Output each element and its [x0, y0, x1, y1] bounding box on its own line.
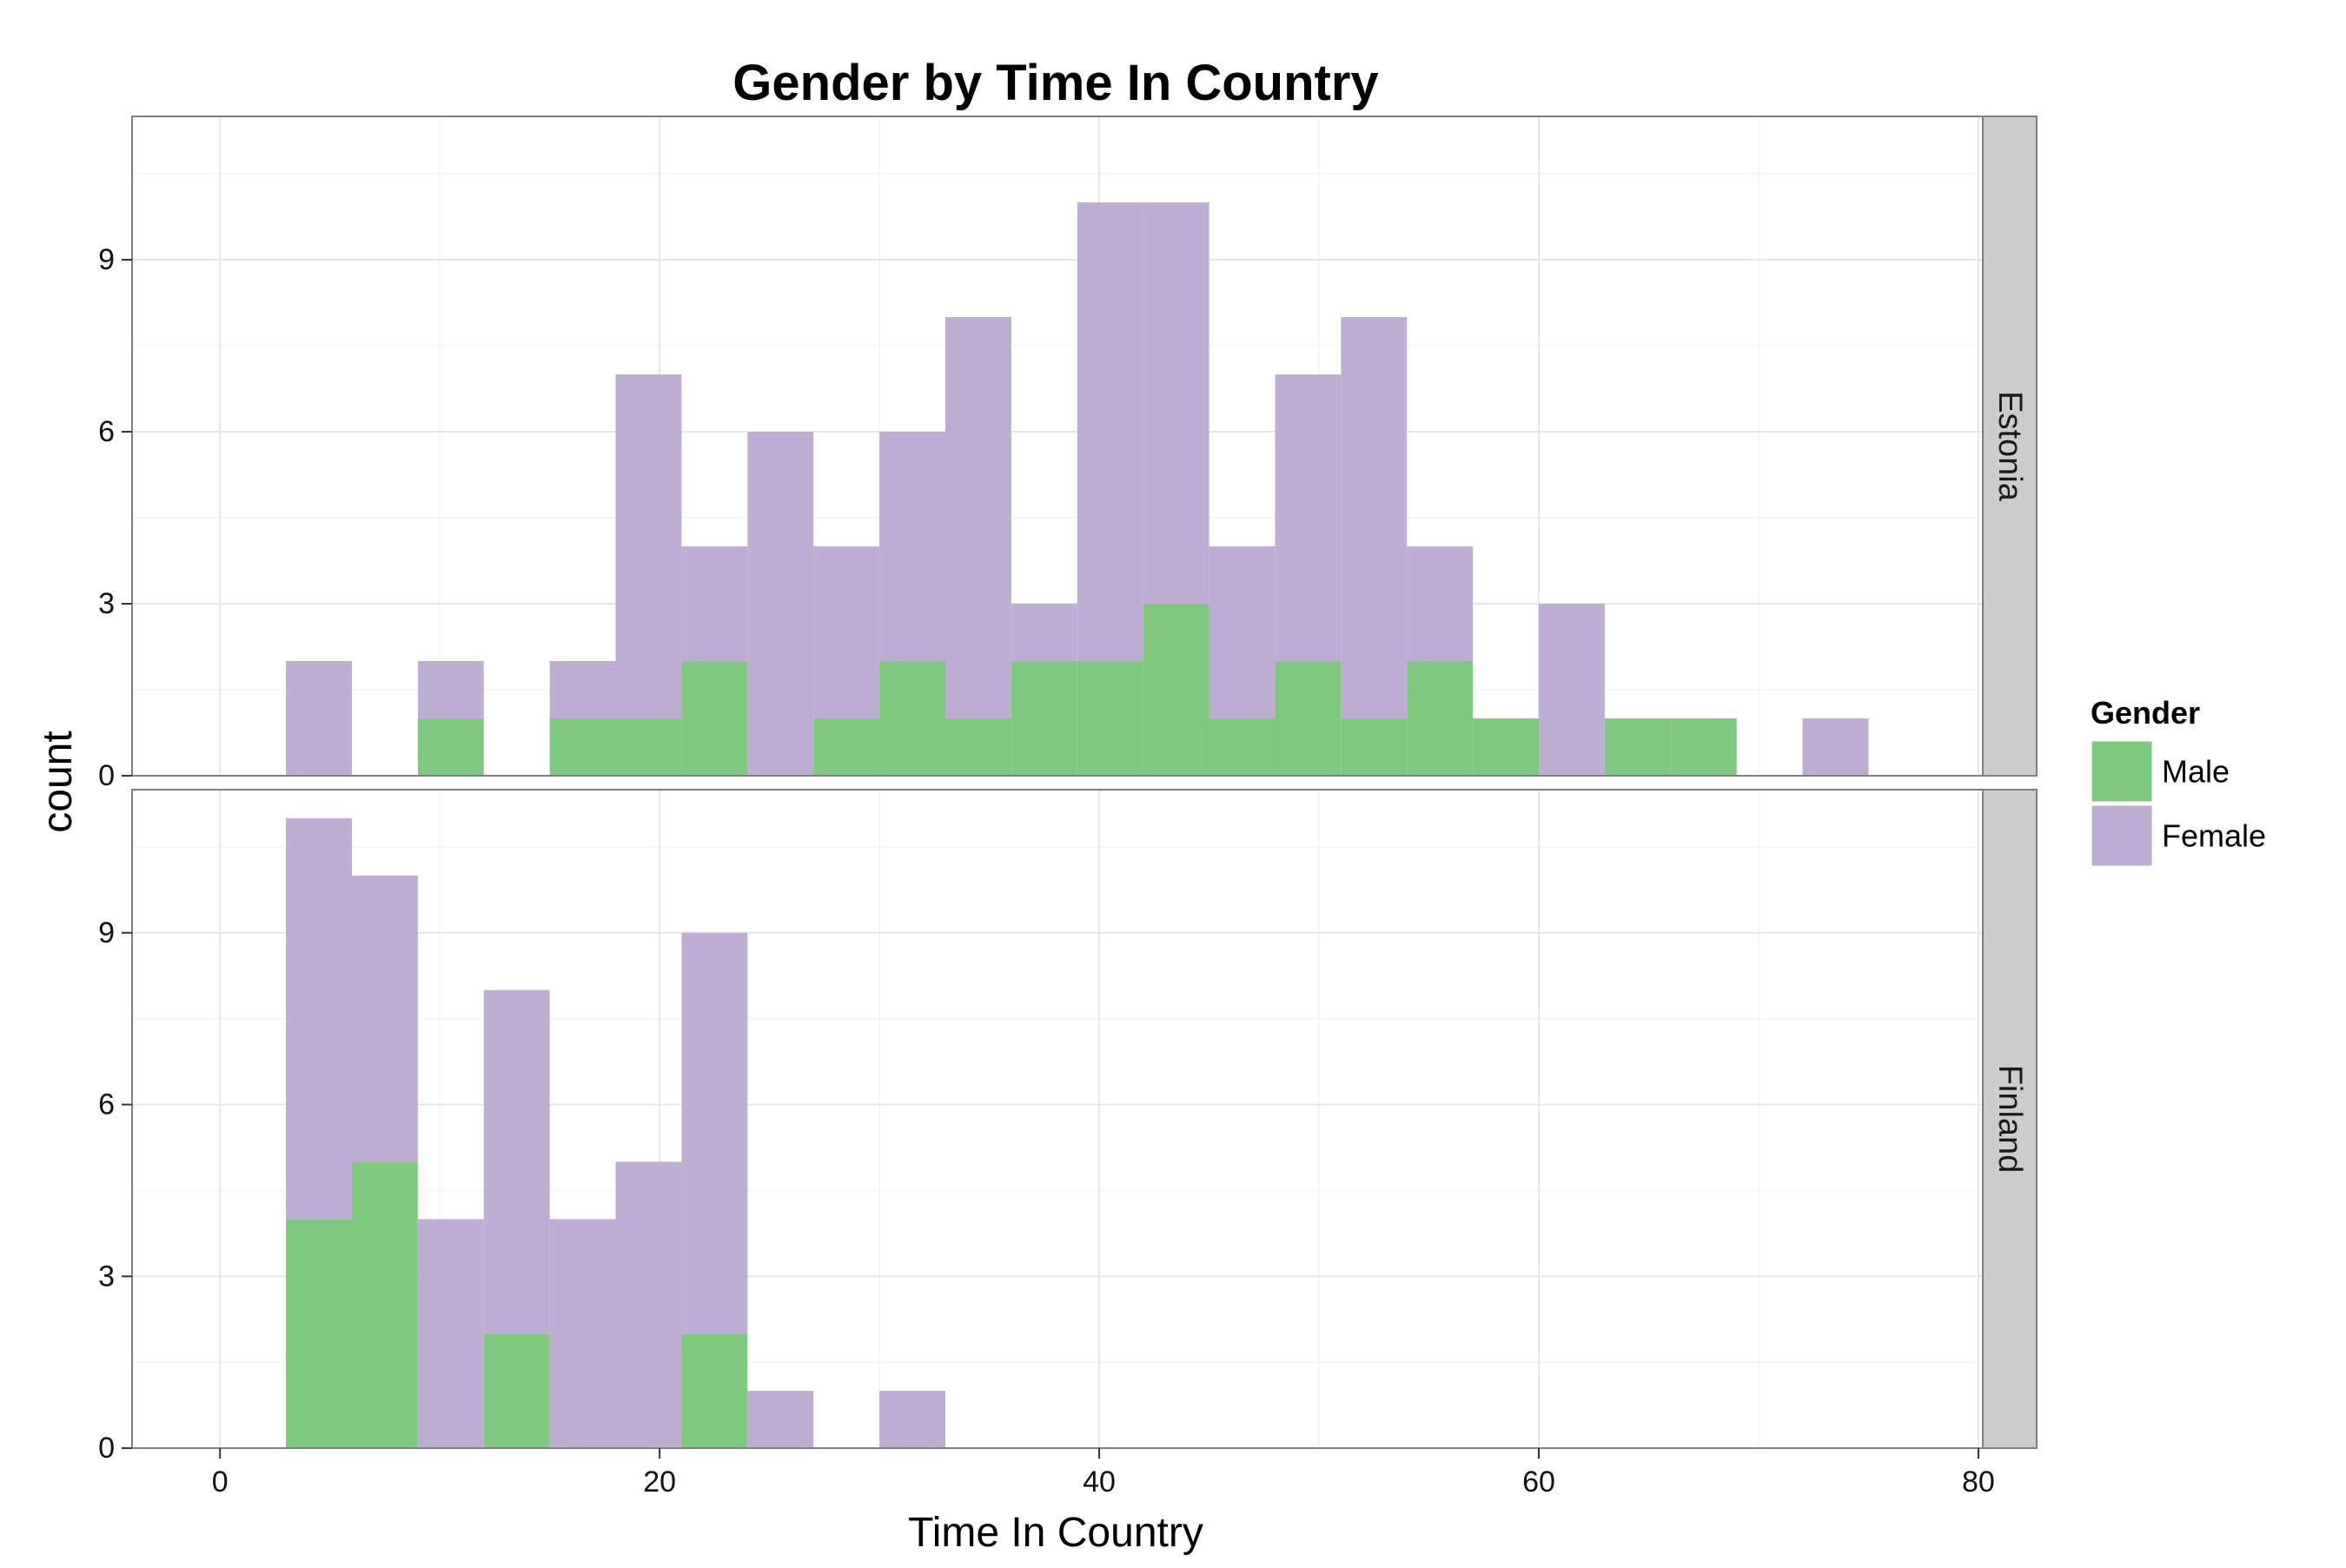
- bar-female: [944, 317, 1011, 718]
- legend: Gender Male Female: [2089, 695, 2266, 869]
- legend-label-female: Female: [2162, 818, 2266, 854]
- bar-male: [1341, 718, 1408, 776]
- y-tick-label: 0: [98, 1432, 115, 1465]
- bar-female: [549, 661, 616, 718]
- legend-key-female: [2089, 803, 2155, 869]
- bar-male: [417, 718, 484, 776]
- bar-female: [747, 1391, 814, 1448]
- bar-female: [1077, 202, 1143, 661]
- y-tick-label: 3: [98, 587, 115, 620]
- bar-female: [615, 374, 682, 718]
- bar-male: [1143, 604, 1209, 776]
- bar-male: [1670, 718, 1737, 776]
- bar-male: [681, 661, 748, 776]
- x-tick-label: 80: [1962, 1465, 1995, 1499]
- bar-male: [483, 1333, 550, 1448]
- bar-male: [615, 718, 682, 776]
- chart-title: Gender by Time In Country: [732, 55, 1378, 111]
- facet-strip-label: Estonia: [1991, 391, 2028, 502]
- facet-strip-label: Finland: [1991, 1065, 2028, 1174]
- facet-panel-estonia: Estonia 0 3 6 9: [98, 116, 2038, 792]
- facet-panels: Estonia 0 3 6 9 Finland 0 3 6 9: [98, 116, 2038, 1465]
- bar-male: [879, 661, 945, 776]
- bar-male: [1604, 718, 1671, 776]
- bar-male: [286, 1219, 352, 1448]
- facet-panel-finland: Finland 0 3 6 9: [98, 789, 2038, 1465]
- y-axis-title: count: [35, 731, 81, 832]
- bar-male: [813, 718, 880, 776]
- bar-female: [1143, 202, 1209, 604]
- bar-female: [615, 1161, 682, 1448]
- legend-title: Gender: [2091, 695, 2200, 731]
- y-tick-label: 9: [98, 916, 115, 949]
- x-tick-label: 20: [643, 1465, 676, 1499]
- y-tick-label: 9: [98, 243, 115, 276]
- legend-label-male: Male: [2162, 754, 2230, 790]
- bar-female: [286, 817, 352, 1220]
- y-tick-label: 6: [98, 1088, 115, 1121]
- x-tick-label: 60: [1522, 1465, 1555, 1499]
- facet-strip: [1982, 789, 2038, 1449]
- bar-male: [1473, 718, 1540, 776]
- bar-male: [1275, 661, 1342, 776]
- bar-female: [747, 432, 814, 776]
- bar-female: [1011, 604, 1077, 661]
- x-tick-label: 40: [1083, 1465, 1116, 1499]
- bar-male: [1209, 718, 1276, 776]
- bar-female: [1341, 317, 1408, 718]
- bar-male: [351, 1161, 418, 1448]
- x-tick-label: 0: [212, 1465, 229, 1499]
- bar-female: [549, 1219, 616, 1448]
- x-axis: 0 20 40 60 80: [212, 1448, 1995, 1499]
- bar-male: [681, 1333, 748, 1448]
- bar-female: [286, 661, 352, 776]
- legend-key-male: [2089, 738, 2155, 804]
- bar-female: [813, 546, 880, 718]
- bar-female: [879, 1391, 945, 1448]
- bar-female: [483, 989, 550, 1334]
- bar-female: [351, 875, 418, 1162]
- bar-male: [549, 718, 616, 776]
- bar-female: [681, 932, 748, 1334]
- bar-female: [417, 1219, 484, 1448]
- bar-female: [1275, 374, 1342, 661]
- facet-strip: [1982, 116, 2038, 777]
- bar-male: [1077, 661, 1143, 776]
- bar-male: [1011, 661, 1077, 776]
- bar-male: [944, 718, 1011, 776]
- bar-female: [1802, 718, 1869, 776]
- bar-female: [681, 546, 748, 661]
- bar-male: [1407, 661, 1474, 776]
- y-tick-label: 6: [98, 415, 115, 448]
- bar-female: [1407, 546, 1474, 661]
- x-axis-title: Time In Country: [908, 1510, 1203, 1556]
- y-tick-label: 3: [98, 1260, 115, 1293]
- y-tick-label: 0: [98, 759, 115, 792]
- bar-female: [1209, 546, 1276, 718]
- bar-female: [1539, 604, 1605, 776]
- bar-female: [879, 432, 945, 661]
- bar-female: [417, 661, 484, 718]
